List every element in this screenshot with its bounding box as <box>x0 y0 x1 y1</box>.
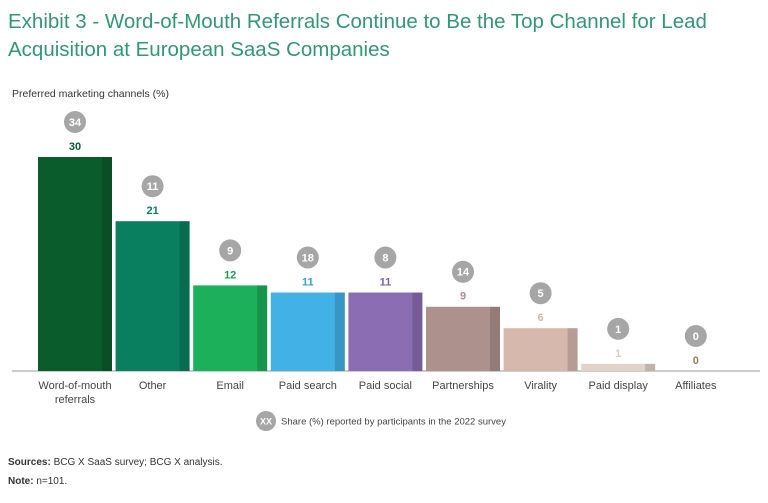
y-axis-label: Preferred marketing channels (%) <box>12 88 169 100</box>
survey-2022-marker <box>374 246 397 269</box>
survey-2022-marker <box>684 325 707 347</box>
value-label: 30 <box>69 141 81 153</box>
sources-text: BCG X SaaS survey; BCG X analysis. <box>53 457 223 468</box>
bar-shade <box>567 328 578 371</box>
value-label: 21 <box>146 205 158 217</box>
survey-2022-marker <box>607 317 630 340</box>
x-tick-label: Virality <box>524 380 557 392</box>
survey-2022-label: 34 <box>69 117 82 129</box>
bar <box>38 157 112 371</box>
survey-2022-label: 8 <box>382 252 388 264</box>
note: Note: n=101. <box>8 476 67 487</box>
sources-label: Sources: <box>8 457 51 468</box>
note-label: Note: <box>8 476 34 487</box>
x-tick-label: Affiliates <box>675 380 717 392</box>
survey-2022-marker <box>452 260 474 283</box>
survey-2022-label: 9 <box>227 245 233 257</box>
x-tick-label: Paid display <box>588 380 648 392</box>
x-tick-label: Paid search <box>278 380 337 392</box>
legend-marker <box>256 411 276 431</box>
bar-shade <box>179 221 190 371</box>
survey-2022-label: 5 <box>538 288 544 300</box>
survey-2022-marker <box>296 246 319 269</box>
bar-shade <box>412 292 423 371</box>
survey-2022-marker <box>529 282 552 305</box>
survey-2022-marker <box>64 111 86 133</box>
survey-2022-label: 1 <box>615 324 621 336</box>
bar <box>270 292 345 371</box>
value-label: 1 <box>615 348 621 360</box>
bar <box>193 285 268 371</box>
bar-shade <box>334 292 345 371</box>
x-tick-label: Word-of-mouth referrals <box>38 380 112 406</box>
chart-title: Exhibit 3 - Word-of-Mouth Referrals Cont… <box>8 10 707 61</box>
survey-2022-label: 0 <box>693 331 699 343</box>
note-text: n=101. <box>36 476 68 487</box>
survey-2022-label: 18 <box>302 252 314 264</box>
legend-symbol: XX <box>260 416 272 426</box>
bar <box>348 292 423 371</box>
x-tick-label: Email <box>216 380 244 392</box>
x-tick-label: Other <box>138 380 167 392</box>
bar <box>426 306 500 371</box>
x-tick-label: Paid social <box>358 380 412 392</box>
survey-2022-marker <box>219 239 242 262</box>
value-label: 6 <box>538 312 544 324</box>
legend-label: Share (%) reported by participants in th… <box>281 417 506 428</box>
bar <box>115 221 190 371</box>
bar <box>503 328 578 371</box>
value-label: 12 <box>224 269 236 281</box>
survey-2022-label: 11 <box>147 181 159 193</box>
value-label: 9 <box>460 291 466 303</box>
bar-shade <box>102 157 112 371</box>
bar-shade <box>490 306 500 371</box>
sources: Sources: BCG X SaaS survey; BCG X analys… <box>8 457 223 468</box>
x-tick-label: Partnerships <box>432 380 494 392</box>
bar-shade <box>257 285 268 371</box>
value-label: 11 <box>302 276 314 288</box>
survey-2022-label: 14 <box>457 267 470 279</box>
bar <box>581 363 656 371</box>
survey-2022-marker <box>141 175 164 198</box>
bar-shade <box>645 363 656 371</box>
value-label: 0 <box>693 355 699 367</box>
value-label: 11 <box>380 276 392 288</box>
